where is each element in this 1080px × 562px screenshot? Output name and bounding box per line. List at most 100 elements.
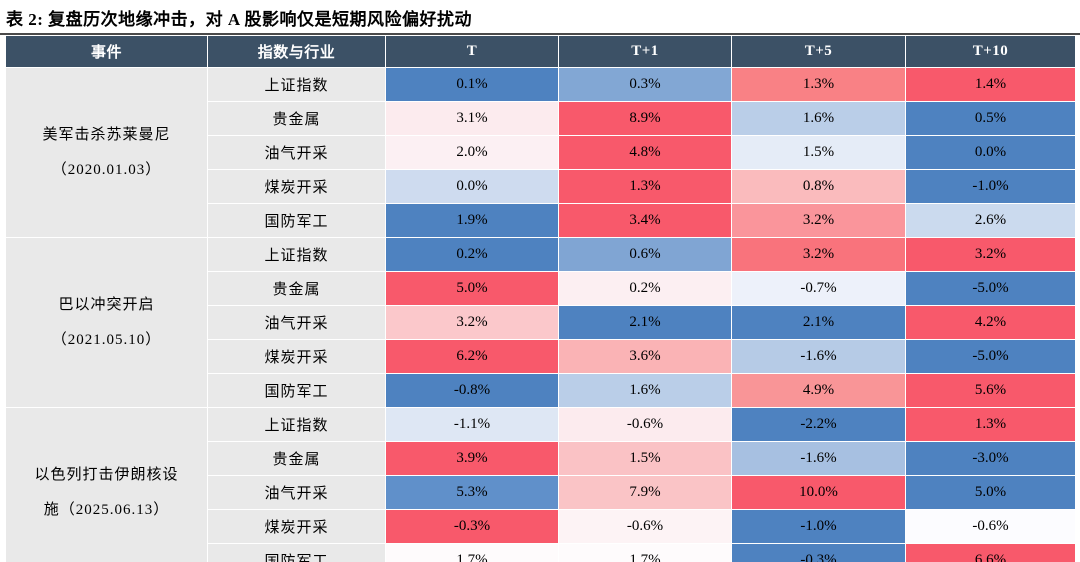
value-cell: -5.0% <box>905 271 1076 306</box>
value-cell: 5.0% <box>905 475 1076 510</box>
value-cell: 3.2% <box>731 237 906 272</box>
value-cell: 0.1% <box>385 67 559 102</box>
value-cell: -0.3% <box>385 509 559 544</box>
industry-cell: 煤炭开采 <box>207 509 386 544</box>
industry-cell: 国防军工 <box>207 373 386 408</box>
value-cell: 5.6% <box>905 373 1076 408</box>
table-row: 油气开采 3.2% 2.1% 2.1% 4.2% <box>6 305 1076 340</box>
table-row: 巴以冲突开启 （2021.05.10） 上证指数 0.2% 0.6% 3.2% 3.2% <box>5 237 1076 408</box>
value-cell: 6.6% <box>905 543 1076 562</box>
industry-cell: 国防军工 <box>207 543 386 562</box>
column-header-2: T <box>385 35 559 68</box>
table-row: 美军击杀苏莱曼尼 （2020.01.03） 上证指数 0.1% 0.3% 1.3% 1.4% <box>5 67 1076 238</box>
table-row: 贵金属 5.0% 0.2% -0.7% -5.0% <box>6 271 1076 306</box>
value-cell: -1.0% <box>905 169 1076 204</box>
value-cell: 4.8% <box>558 135 732 170</box>
value-cell: -0.3% <box>731 543 906 562</box>
value-cell: 4.9% <box>731 373 906 408</box>
value-cell: 3.2% <box>385 305 559 340</box>
value-cell: 2.1% <box>731 305 906 340</box>
value-cell: 1.3% <box>905 407 1076 442</box>
industry-cell: 煤炭开采 <box>207 169 386 204</box>
value-cell: 7.9% <box>558 475 732 510</box>
value-cell: 2.1% <box>558 305 732 340</box>
header-row: 事件 指数与行业 T T+1 T+5 T+10 <box>5 35 1076 68</box>
value-cell: -2.2% <box>731 407 906 442</box>
column-header-1: 指数与行业 <box>207 35 386 68</box>
value-cell: -1.1% <box>385 407 559 442</box>
value-cell: -1.0% <box>731 509 906 544</box>
value-cell: 0.2% <box>558 271 732 306</box>
industry-cell: 上证指数 <box>207 407 386 442</box>
value-cell: 1.6% <box>731 101 906 136</box>
value-cell: -1.6% <box>731 441 906 476</box>
table-title: 表 2: 复盘历次地缘冲击，对 A 股影响仅是短期风险偏好扰动 <box>6 10 472 29</box>
industry-cell: 贵金属 <box>207 441 386 476</box>
value-cell: 4.2% <box>905 305 1076 340</box>
event-line: 施（2025.06.13） <box>43 501 170 518</box>
value-cell: 3.2% <box>905 237 1076 272</box>
industry-cell: 上证指数 <box>207 67 386 102</box>
events-table: 事件 指数与行业 T T+1 T+5 T+10 美军击杀苏莱曼尼 （2020.01.03） 上… <box>5 35 1076 562</box>
industry-cell: 油气开采 <box>207 305 386 340</box>
column-header-3: T+1 <box>558 35 732 68</box>
value-cell: -0.6% <box>905 509 1076 544</box>
industry-cell: 贵金属 <box>207 101 386 136</box>
value-cell: 0.0% <box>385 169 559 204</box>
table-row: 国防军工 1.7% 1.7% -0.3% 6.6% <box>6 543 1076 562</box>
table-row: 煤炭开采 6.2% 3.6% -1.6% -5.0% <box>6 339 1076 374</box>
value-cell: 5.0% <box>385 271 559 306</box>
value-cell: 6.2% <box>385 339 559 374</box>
industry-cell: 贵金属 <box>207 271 386 306</box>
value-cell: 0.2% <box>385 237 559 272</box>
value-cell: 0.0% <box>905 135 1076 170</box>
value-cell: 0.3% <box>558 67 732 102</box>
event-cell-0: 美军击杀苏莱曼尼 （2020.01.03） <box>5 67 208 238</box>
table-row: 国防军工 -0.8% 1.6% 4.9% 5.6% <box>6 373 1076 408</box>
title-rule <box>0 33 1080 35</box>
event-line: 以色列打击伊朗核设 <box>34 467 179 483</box>
value-cell: 1.5% <box>558 441 732 476</box>
event-cell-1: 巴以冲突开启 （2021.05.10） <box>5 237 208 408</box>
value-cell: 1.3% <box>558 169 732 204</box>
table-row: 贵金属 3.9% 1.5% -1.6% -3.0% <box>6 441 1076 476</box>
value-cell: 3.1% <box>385 101 559 136</box>
value-cell: 1.7% <box>558 543 732 562</box>
event-line: （2020.01.03） <box>51 161 162 178</box>
industry-cell: 油气开采 <box>207 135 386 170</box>
value-cell: 3.4% <box>558 203 732 238</box>
value-cell: -5.0% <box>905 339 1076 374</box>
industry-cell: 油气开采 <box>207 475 386 510</box>
value-cell: -0.7% <box>731 271 906 306</box>
value-cell: -1.6% <box>731 339 906 374</box>
industry-cell: 上证指数 <box>207 237 386 272</box>
value-cell: 0.5% <box>905 101 1076 136</box>
event-line: 美军击杀苏莱曼尼 <box>42 127 171 143</box>
value-cell: 1.4% <box>905 67 1076 102</box>
value-cell: -0.6% <box>558 407 732 442</box>
event-line: （2021.05.10） <box>51 331 162 348</box>
value-cell: 3.9% <box>385 441 559 476</box>
value-cell: 0.6% <box>558 237 732 272</box>
value-cell: 10.0% <box>731 475 906 510</box>
value-cell: -0.6% <box>558 509 732 544</box>
table-row: 以色列打击伊朗核设 施（2025.06.13） 上证指数 -1.1% -0.6% -2.2… <box>5 407 1076 562</box>
value-cell: 2.6% <box>905 203 1076 238</box>
event-line: 巴以冲突开启 <box>58 297 155 313</box>
value-cell: 5.3% <box>385 475 559 510</box>
table-row: 煤炭开采 -0.3% -0.6% -1.0% -0.6% <box>6 509 1076 544</box>
column-header-5: T+10 <box>905 35 1076 68</box>
value-cell: 2.0% <box>385 135 559 170</box>
column-header-0: 事件 <box>5 35 208 68</box>
table-row: 油气开采 5.3% 7.9% 10.0% 5.0% <box>6 475 1076 510</box>
value-cell: 8.9% <box>558 101 732 136</box>
value-cell: 1.6% <box>558 373 732 408</box>
industry-cell: 煤炭开采 <box>207 339 386 374</box>
value-cell: -3.0% <box>905 441 1076 476</box>
value-cell: 3.6% <box>558 339 732 374</box>
value-cell: 3.2% <box>731 203 906 238</box>
value-cell: 1.9% <box>385 203 559 238</box>
value-cell: 1.3% <box>731 67 906 102</box>
value-cell: 0.8% <box>731 169 906 204</box>
